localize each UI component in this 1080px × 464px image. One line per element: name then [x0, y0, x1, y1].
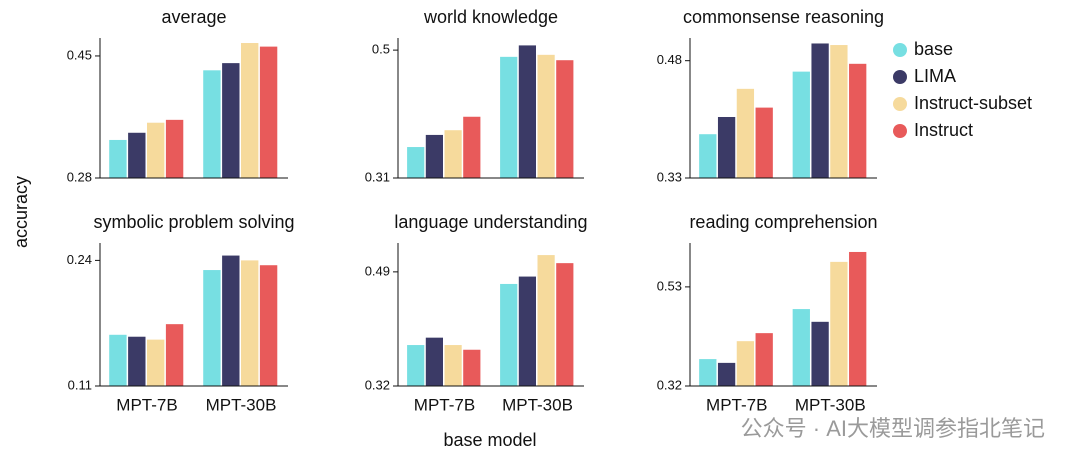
bar [259, 46, 278, 178]
x-tick-label: MPT-7B [706, 395, 767, 414]
bar [241, 260, 259, 386]
bar [699, 134, 717, 178]
subplot-title: language understanding [394, 212, 587, 232]
x-axis-label: base model [443, 430, 536, 450]
y-tick-label: 0.32 [365, 377, 390, 392]
legend-marker [893, 97, 907, 111]
y-tick-label: 0.31 [365, 169, 390, 184]
bar [699, 359, 717, 386]
bar [736, 341, 755, 386]
bar [444, 345, 462, 386]
y-axis-label: accuracy [11, 176, 31, 248]
x-tick-label: MPT-7B [414, 395, 475, 414]
bar [717, 116, 736, 178]
bar [109, 139, 127, 178]
y-tick-label: 0.48 [657, 52, 682, 67]
bar [830, 261, 848, 386]
bar [425, 134, 443, 178]
bar [165, 119, 184, 178]
bar [222, 63, 240, 178]
bar [444, 130, 462, 178]
bar [203, 270, 221, 386]
legend-label: Instruct-subset [914, 93, 1032, 113]
y-tick-label: 0.24 [67, 252, 92, 267]
bar [537, 54, 555, 179]
y-tick-label: 0.32 [657, 377, 682, 392]
bar [556, 263, 574, 386]
bar [500, 283, 518, 386]
bar [165, 324, 184, 386]
legend-label: LIMA [914, 66, 956, 86]
subplot-title: world knowledge [423, 7, 558, 27]
bar [259, 265, 278, 386]
legend-marker [893, 43, 907, 57]
bar [849, 251, 867, 386]
x-tick-label: MPT-30B [795, 395, 866, 414]
bar [717, 362, 736, 386]
bar [811, 43, 829, 179]
y-tick-label: 0.45 [67, 47, 92, 62]
bar [556, 60, 574, 178]
y-tick-label: 0.28 [67, 169, 92, 184]
bar [147, 122, 165, 178]
bar [407, 345, 425, 386]
subplot-title: commonsense reasoning [683, 7, 884, 27]
bar [792, 309, 810, 386]
bar [109, 334, 127, 386]
subplot-title: average [161, 7, 226, 27]
bar [128, 336, 146, 386]
y-tick-label: 0.11 [68, 377, 92, 392]
bar [736, 88, 755, 178]
bar [830, 45, 848, 178]
bar [755, 107, 773, 178]
legend-label: Instruct [914, 120, 973, 140]
y-tick-label: 0.49 [365, 263, 390, 278]
y-tick-label: 0.5 [372, 42, 390, 57]
y-tick-label: 0.33 [657, 169, 682, 184]
bar [222, 255, 240, 386]
bar [792, 71, 810, 178]
subplot-title: symbolic problem solving [93, 212, 294, 232]
bar [849, 63, 867, 178]
legend-marker [893, 124, 907, 138]
bar [128, 132, 146, 178]
bar [407, 147, 425, 178]
y-tick-label: 0.53 [657, 278, 682, 293]
bar [463, 116, 481, 178]
bar [463, 349, 481, 386]
x-tick-label: MPT-7B [116, 395, 177, 414]
bar [425, 337, 443, 386]
watermark: 公众号 · AI大模型调参指北笔记 [741, 416, 1045, 441]
legend-marker [893, 70, 907, 84]
bar [811, 321, 829, 386]
bar [518, 276, 536, 386]
bar [147, 339, 165, 386]
subplot-title: reading comprehension [689, 212, 877, 232]
legend-label: base [914, 39, 953, 59]
bar [537, 255, 555, 386]
bar [500, 56, 518, 178]
bar [755, 333, 773, 386]
bar [518, 45, 536, 179]
bar [203, 70, 221, 178]
x-tick-label: MPT-30B [206, 395, 277, 414]
x-tick-label: MPT-30B [502, 395, 573, 414]
bar [241, 43, 259, 179]
